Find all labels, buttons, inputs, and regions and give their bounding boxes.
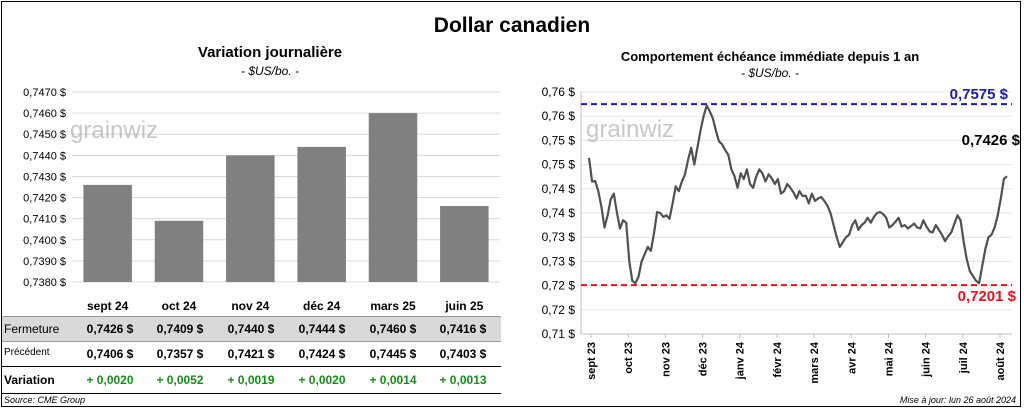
- table-cell: + 0,0019: [227, 373, 275, 387]
- line-xtick-label: nov 23: [660, 342, 672, 377]
- update-note: Mise à jour: lun 26 août 2024: [899, 395, 1016, 405]
- low-label: 0,7201 $: [958, 288, 1017, 305]
- right-chart-title: Comportement échéance immédiate depuis 1…: [620, 49, 920, 64]
- line-ytick-label: 0,75 $: [542, 158, 576, 172]
- bar-ytick-label: 0,7400 $: [23, 235, 66, 247]
- table-row-variation: Variation + 0,0020 + 0,0052 + 0,0019 + 0…: [2, 368, 501, 392]
- table-cell: 0,7440 $: [227, 322, 275, 336]
- table-cell: + 0,0020: [298, 373, 346, 387]
- left-chart-unit: - $US/bo. -: [240, 64, 300, 78]
- line-ytick-label: 0,75 $: [542, 133, 576, 147]
- row-label: Fermeture: [4, 322, 60, 336]
- page-title: Dollar canadien: [433, 14, 591, 37]
- bar: [154, 220, 204, 282]
- table-cell: 0,7460 $: [369, 322, 417, 336]
- line-xtick-label: janv 24: [735, 341, 747, 380]
- bar-xtick-label: mars 25: [370, 299, 416, 313]
- line-xtick-label: mai 24: [883, 341, 895, 376]
- table-bottom-border: [2, 393, 501, 394]
- right-watermark: grainwiz: [586, 116, 674, 143]
- bar-ytick-label: 0,7430 $: [23, 171, 66, 183]
- line-ytick-label: 0,73 $: [542, 254, 576, 268]
- line-ytick-label: 0,73 $: [542, 230, 576, 244]
- line-xtick-label: déc 23: [698, 342, 710, 376]
- line-ytick-label: 0,72 $: [542, 279, 576, 293]
- bar-ytick-label: 0,7460 $: [23, 108, 66, 120]
- line-xtick-label: août 24: [995, 341, 1007, 380]
- source-note: Source: CME Group: [4, 395, 86, 405]
- bar-xtick-label: nov 24: [231, 299, 269, 313]
- table-row-precedent: Précédent 0,7406 $ 0,7357 $ 0,7421 $ 0,7…: [2, 342, 501, 366]
- table-cell: 0,7426 $: [86, 322, 134, 336]
- bar-xtick-label: déc 24: [303, 299, 341, 313]
- line-ytick-label: 0,72 $: [542, 303, 576, 317]
- bar: [440, 206, 489, 282]
- bar-xtick-label: juin 25: [444, 299, 483, 313]
- table-row-fermeture: Fermeture 0,7426 $ 0,7409 $ 0,7440 $ 0,7…: [2, 316, 501, 342]
- table-cell: 0,7445 $: [369, 347, 417, 361]
- line-ytick-label: 0,76 $: [542, 109, 576, 123]
- bar-ytick-label: 0,7440 $: [23, 150, 66, 162]
- line-ytick-label: 0,74 $: [542, 182, 576, 196]
- table-divider: [2, 366, 501, 367]
- left-watermark: grainwiz: [70, 117, 158, 144]
- bar-ytick-label: 0,7380 $: [23, 277, 66, 289]
- last-label: 0,7426 $: [962, 132, 1021, 149]
- bar: [83, 184, 132, 282]
- bar: [368, 113, 418, 282]
- bar-xtick-label: oct 24: [162, 299, 197, 313]
- left-chart-title: Variation journalière: [197, 44, 343, 61]
- table-cell: 0,7409 $: [156, 322, 204, 336]
- table-cell: 0,7357 $: [156, 347, 204, 361]
- line-xtick-label: juil 24: [958, 341, 970, 374]
- table-cell: 0,7424 $: [298, 347, 346, 361]
- line-ytick-label: 0,76 $: [542, 85, 576, 99]
- row-label: Précédent: [4, 347, 50, 358]
- row-label: Variation: [4, 373, 55, 387]
- table-cell: 0,7406 $: [86, 347, 134, 361]
- bar-xtick-label: sept 24: [87, 299, 129, 313]
- right-chart-unit: - $US/bo. -: [740, 66, 800, 80]
- table-cell: 0,7403 $: [439, 347, 487, 361]
- line-xtick-label: avr 24: [846, 341, 858, 374]
- table-cell: 0,7421 $: [227, 347, 275, 361]
- table-cell: + 0,0020: [86, 373, 134, 387]
- line-ytick-label: 0,74 $: [542, 206, 576, 220]
- bar-ytick-label: 0,7390 $: [23, 256, 66, 268]
- line-ytick-label: 0,71 $: [542, 327, 576, 341]
- table-cell: + 0,0013: [439, 373, 487, 387]
- bar: [297, 146, 346, 282]
- line-xtick-label: mars 24: [809, 341, 821, 383]
- bar-ytick-label: 0,7410 $: [23, 214, 66, 226]
- bar-ytick-label: 0,7470 $: [23, 87, 66, 99]
- bar: [226, 155, 275, 282]
- table-cell: + 0,0014: [369, 373, 417, 387]
- line-xtick-label: oct 23: [623, 342, 635, 374]
- bar-ytick-label: 0,7420 $: [23, 193, 66, 205]
- line-xtick-label: juin 24: [921, 341, 933, 378]
- table-cell: 0,7444 $: [298, 322, 346, 336]
- line-xtick-label: sept 23: [586, 342, 598, 380]
- line-xtick-label: févr 24: [772, 341, 784, 377]
- bar-ytick-label: 0,7450 $: [23, 129, 66, 141]
- high-label: 0,7575 $: [950, 86, 1009, 103]
- table-cell: + 0,0052: [156, 373, 204, 387]
- table-cell: 0,7416 $: [439, 322, 487, 336]
- price-series-line: [587, 104, 1008, 285]
